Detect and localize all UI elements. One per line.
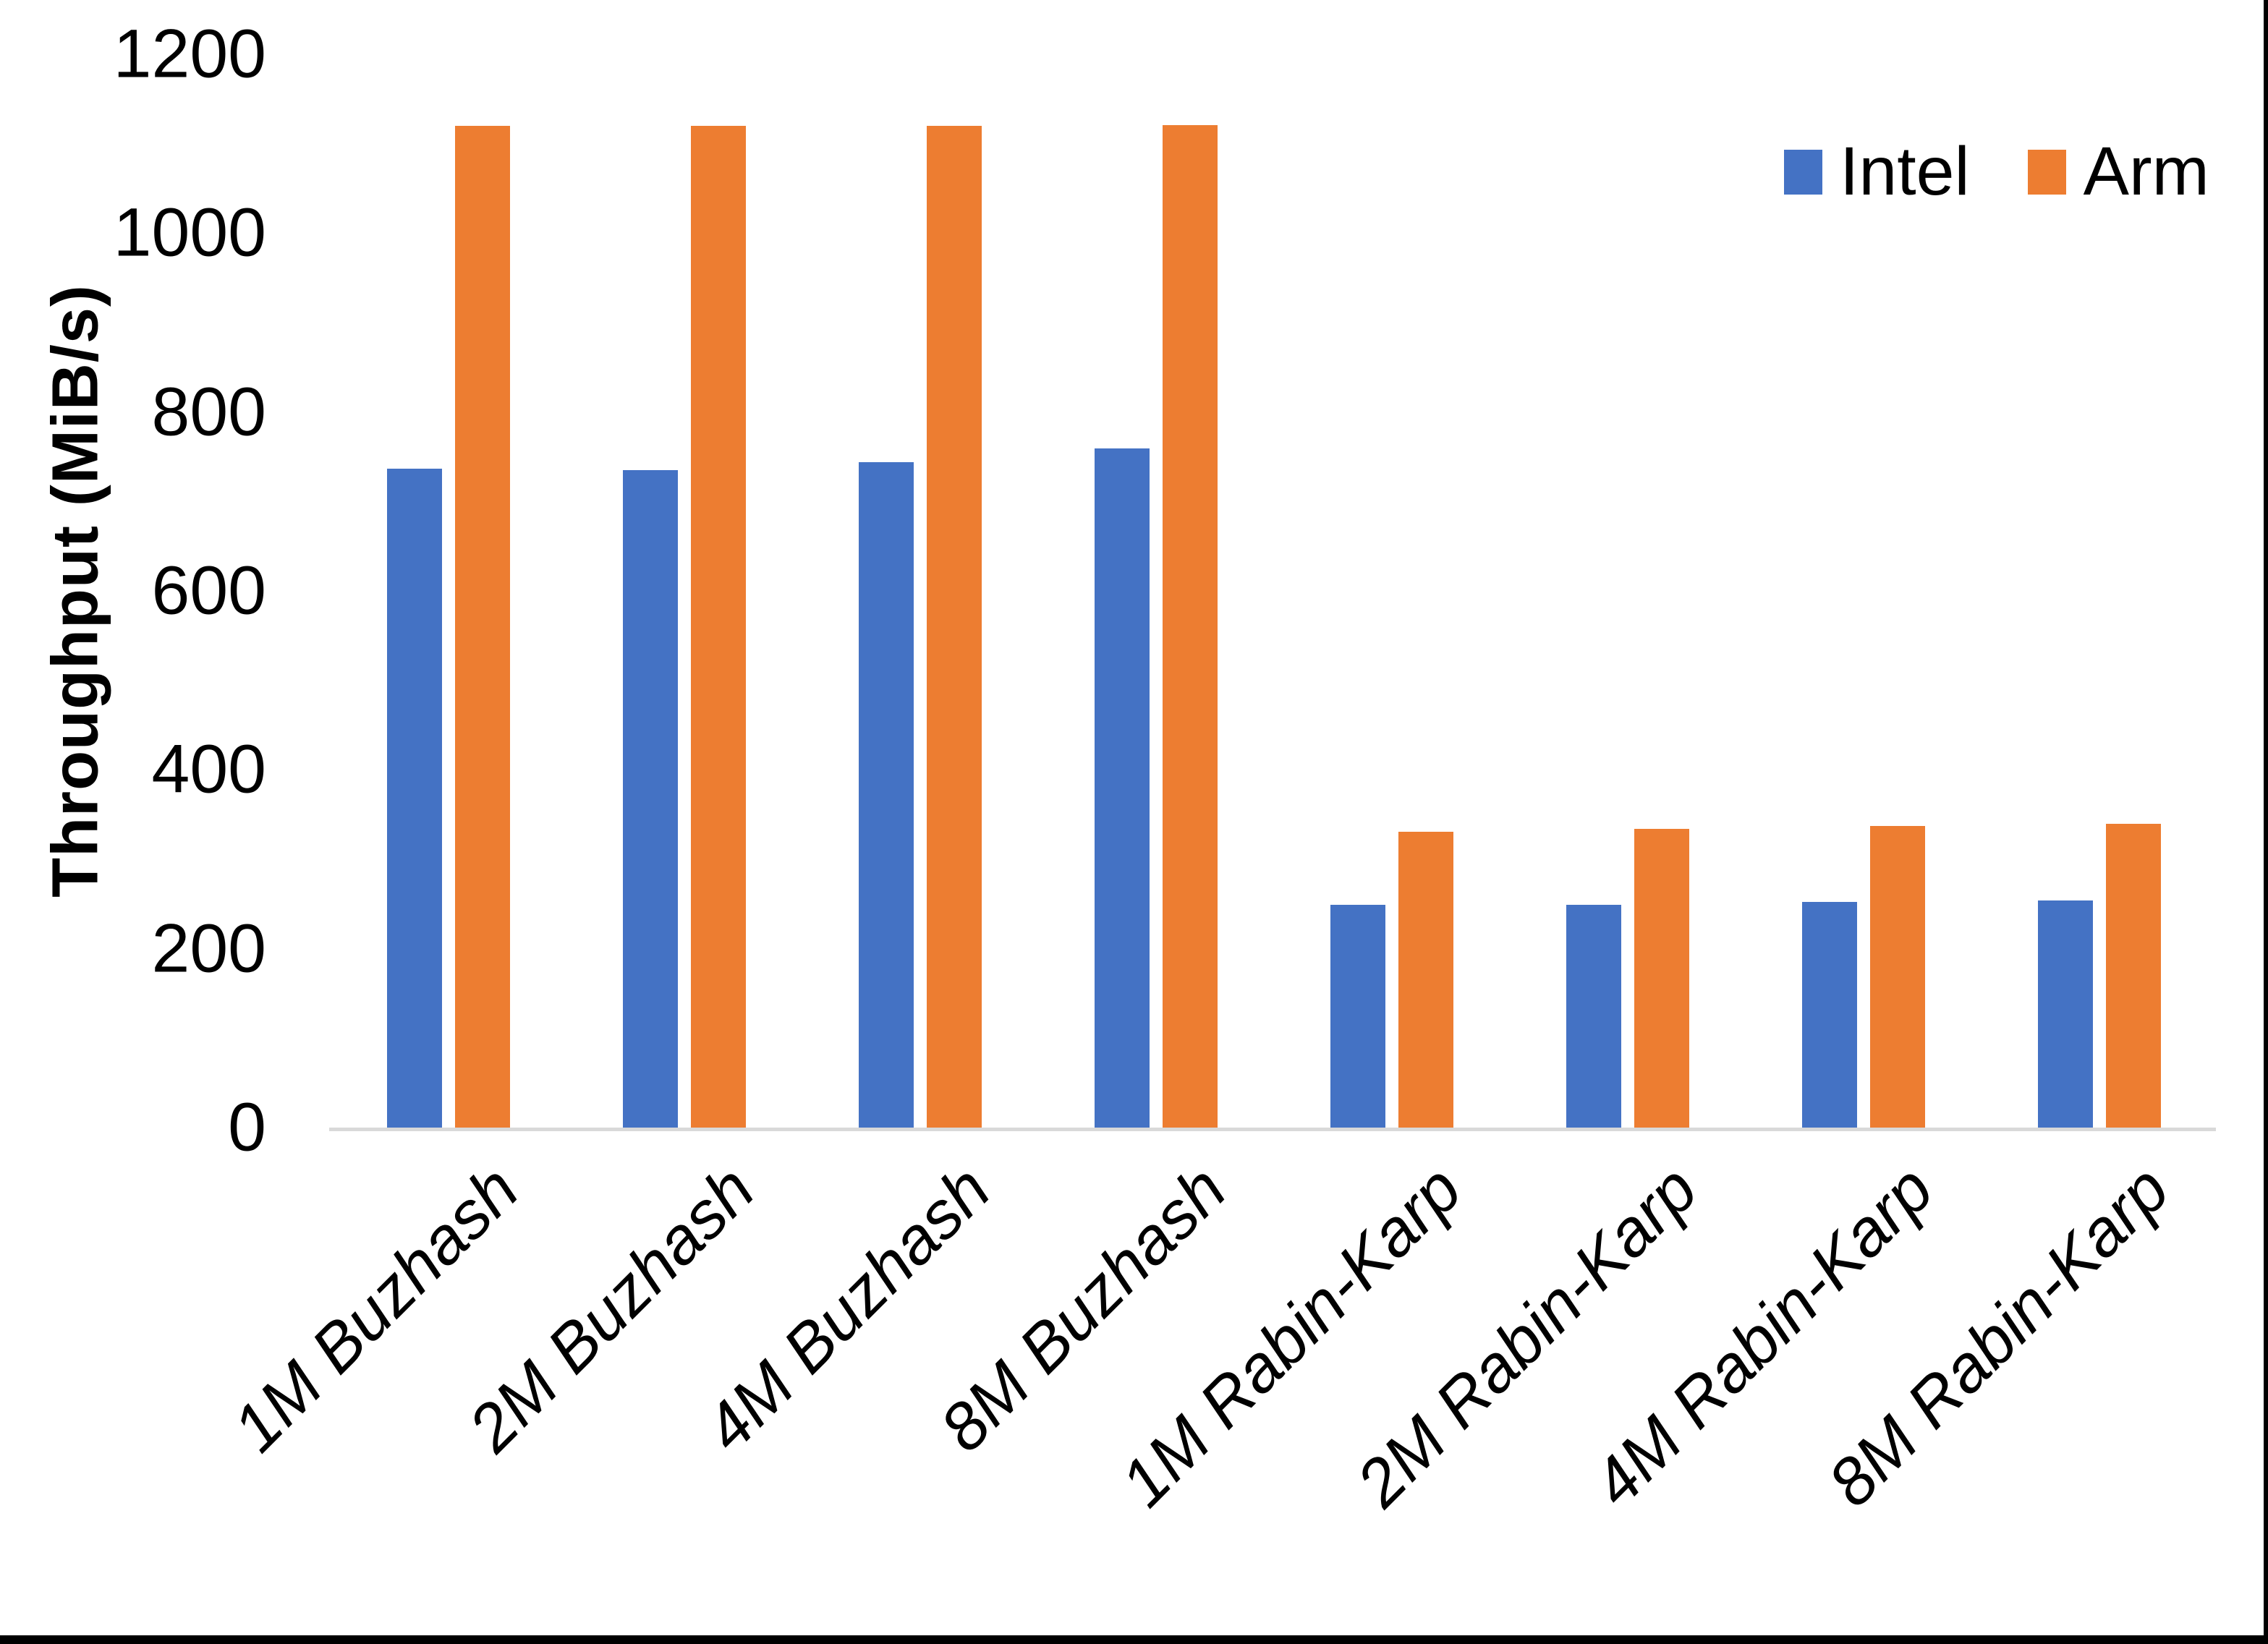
legend-label-intel: Intel [1840, 133, 1970, 210]
y-tick-label-400: 400 [151, 731, 266, 808]
y-tick-label-200: 200 [151, 910, 266, 987]
screenshot-bottom-border [0, 1635, 2268, 1644]
bar-intel-2 [859, 462, 914, 1128]
bar-arm-5 [1634, 829, 1689, 1128]
y-axis-tick-labels: 0 200 400 600 800 1000 1200 [0, 0, 266, 1644]
legend-swatch-arm [2027, 149, 2066, 195]
bar-intel-7 [2038, 900, 2093, 1128]
legend-item-arm: Arm [2027, 133, 2209, 210]
legend-swatch-intel [1784, 149, 1822, 195]
legend-item-intel: Intel [1784, 137, 1970, 206]
legend: Intel Arm [1784, 137, 2209, 206]
bar-arm-7 [2106, 824, 2161, 1128]
y-tick-label-600: 600 [151, 552, 266, 629]
y-tick-label-0: 0 [228, 1089, 266, 1166]
screenshot-right-border [2264, 0, 2268, 1644]
y-tick-label-1000: 1000 [113, 194, 266, 271]
x-axis-line [329, 1128, 2216, 1131]
y-tick-label-800: 800 [151, 373, 266, 451]
bar-intel-0 [387, 469, 442, 1128]
bar-arm-4 [1398, 832, 1453, 1128]
bar-arm-3 [1163, 125, 1218, 1128]
bar-arm-6 [1870, 826, 1925, 1128]
bar-intel-4 [1330, 905, 1385, 1128]
bar-intel-1 [623, 470, 678, 1128]
bar-intel-5 [1566, 905, 1621, 1128]
legend-label-arm: Arm [2083, 133, 2209, 210]
bar-arm-2 [927, 126, 982, 1128]
bar-arm-0 [455, 126, 510, 1128]
bar-intel-3 [1095, 448, 1150, 1128]
y-tick-label-1200: 1200 [113, 15, 266, 93]
bar-arm-1 [691, 126, 746, 1128]
bar-intel-6 [1802, 902, 1857, 1128]
